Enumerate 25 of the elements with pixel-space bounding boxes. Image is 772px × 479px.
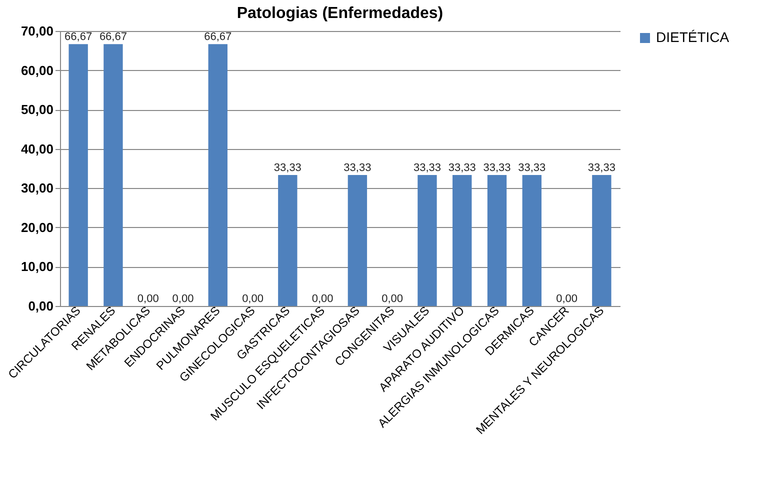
chart-title: Patologias (Enfermedades) bbox=[236, 5, 444, 22]
data-label: 33,33 bbox=[344, 162, 372, 174]
y-tick-label: 70,00 bbox=[20, 24, 54, 38]
data-label: 0,00 bbox=[172, 293, 194, 305]
data-label: 66,67 bbox=[64, 31, 92, 44]
data-label: 0,00 bbox=[312, 293, 334, 305]
y-tick-label: 30,00 bbox=[20, 180, 54, 196]
data-label: 0,00 bbox=[137, 293, 159, 305]
data-label: 0,00 bbox=[242, 293, 264, 305]
data-label: 66,67 bbox=[204, 31, 232, 44]
data-label: 33,33 bbox=[483, 162, 511, 174]
data-label: 0,00 bbox=[382, 293, 404, 305]
legend-label: DIETÉTICA bbox=[656, 29, 730, 45]
y-tick-label: 40,00 bbox=[20, 141, 54, 156]
data-label: 33,33 bbox=[448, 162, 476, 174]
y-tick-label: 20,00 bbox=[20, 220, 54, 235]
y-tick-label: 60,00 bbox=[20, 62, 54, 78]
data-label: 33,33 bbox=[518, 162, 546, 174]
data-label: 33,33 bbox=[274, 162, 302, 174]
data-label: 33,33 bbox=[588, 162, 616, 174]
data-label: 33,33 bbox=[413, 162, 441, 174]
y-tick-label: 50,00 bbox=[20, 102, 54, 118]
y-tick-label: 10,00 bbox=[20, 259, 54, 274]
data-label: 0,00 bbox=[556, 293, 578, 305]
data-label: 66,67 bbox=[99, 31, 127, 44]
